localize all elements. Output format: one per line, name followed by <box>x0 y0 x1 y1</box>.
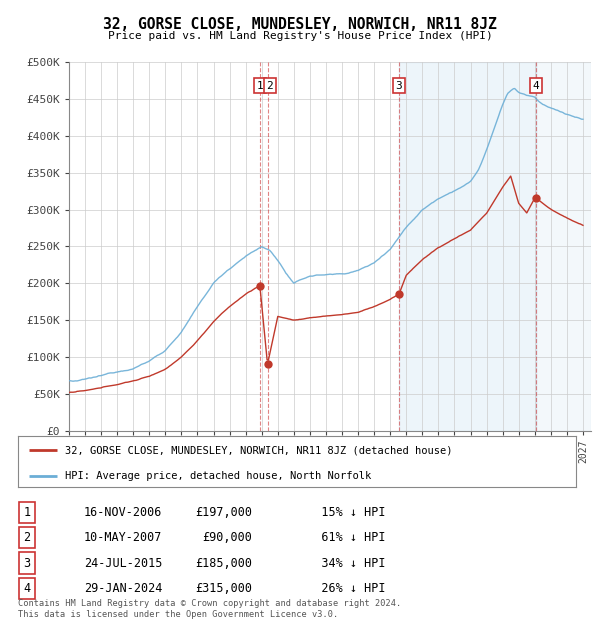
Text: 3: 3 <box>395 81 403 91</box>
Text: 4: 4 <box>23 582 31 595</box>
Text: 2: 2 <box>266 81 273 91</box>
Bar <box>536 62 591 431</box>
Bar <box>399 62 536 431</box>
Text: 3: 3 <box>23 557 31 570</box>
Text: £90,000: £90,000 <box>202 531 252 544</box>
Text: 1: 1 <box>256 81 263 91</box>
Text: 4: 4 <box>533 81 539 91</box>
Text: Price paid vs. HM Land Registry's House Price Index (HPI): Price paid vs. HM Land Registry's House … <box>107 31 493 41</box>
Text: 16-NOV-2006: 16-NOV-2006 <box>84 506 163 519</box>
Text: £197,000: £197,000 <box>195 506 252 519</box>
Text: 1: 1 <box>23 506 31 519</box>
Text: 15% ↓ HPI: 15% ↓ HPI <box>300 506 386 519</box>
Text: 10-MAY-2007: 10-MAY-2007 <box>84 531 163 544</box>
Text: 24-JUL-2015: 24-JUL-2015 <box>84 557 163 570</box>
Text: 34% ↓ HPI: 34% ↓ HPI <box>300 557 386 570</box>
Text: 61% ↓ HPI: 61% ↓ HPI <box>300 531 386 544</box>
Text: £315,000: £315,000 <box>195 582 252 595</box>
Text: 26% ↓ HPI: 26% ↓ HPI <box>300 582 386 595</box>
Text: 32, GORSE CLOSE, MUNDESLEY, NORWICH, NR11 8JZ (detached house): 32, GORSE CLOSE, MUNDESLEY, NORWICH, NR1… <box>65 445 453 455</box>
Text: 29-JAN-2024: 29-JAN-2024 <box>84 582 163 595</box>
Text: HPI: Average price, detached house, North Norfolk: HPI: Average price, detached house, Nort… <box>65 471 371 480</box>
Bar <box>536 62 591 431</box>
Text: Contains HM Land Registry data © Crown copyright and database right 2024.
This d: Contains HM Land Registry data © Crown c… <box>18 600 401 619</box>
Text: 2: 2 <box>23 531 31 544</box>
Text: 32, GORSE CLOSE, MUNDESLEY, NORWICH, NR11 8JZ: 32, GORSE CLOSE, MUNDESLEY, NORWICH, NR1… <box>103 17 497 32</box>
Text: £185,000: £185,000 <box>195 557 252 570</box>
